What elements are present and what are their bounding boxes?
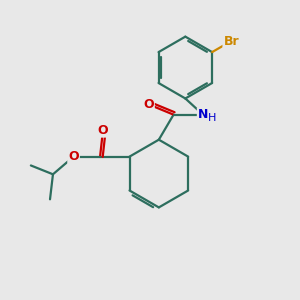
Text: N: N: [198, 108, 208, 121]
Text: O: O: [143, 98, 154, 111]
Text: O: O: [98, 124, 108, 136]
Text: H: H: [208, 113, 217, 123]
Text: Br: Br: [224, 34, 239, 48]
Text: O: O: [68, 150, 79, 163]
